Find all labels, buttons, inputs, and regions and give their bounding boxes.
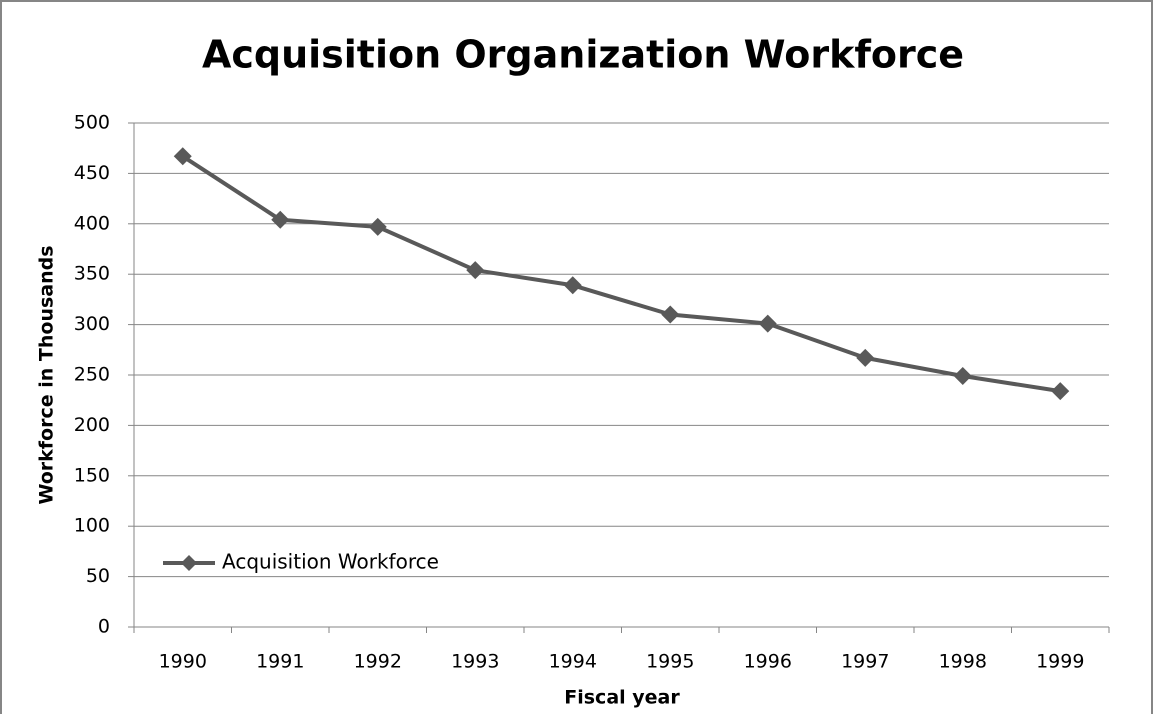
- x-tick-label: 1990: [159, 651, 207, 673]
- chart-title: Acquisition Organization Workforce: [202, 33, 964, 77]
- y-tick-label: 50: [86, 565, 110, 587]
- y-tick-label: 0: [98, 616, 110, 638]
- x-tick-label: 1998: [939, 651, 987, 673]
- x-tick-label: 1997: [841, 651, 889, 673]
- marker: [563, 276, 582, 295]
- y-tick-label: 150: [74, 464, 110, 486]
- legend-label: Acquisition Workforce: [222, 550, 439, 574]
- y-tick-label: 200: [74, 414, 110, 436]
- marker: [466, 261, 485, 280]
- marker: [1051, 382, 1070, 401]
- marker: [661, 305, 680, 324]
- series-line: [181, 154, 1061, 394]
- marker: [271, 210, 290, 229]
- x-tick-label: 1999: [1036, 651, 1084, 673]
- x-axis-label: Fiscal year: [564, 687, 680, 709]
- x-tick-label: 1995: [646, 651, 694, 673]
- x-tick-label: 1994: [549, 651, 597, 673]
- y-tick-label: 250: [74, 364, 110, 386]
- x-tick-label: 1996: [744, 651, 792, 673]
- y-tick-label: 100: [74, 515, 110, 537]
- y-tick-label: 400: [74, 212, 110, 234]
- y-tick-label: 300: [74, 313, 110, 335]
- y-tick-label: 500: [74, 112, 110, 134]
- y-axis-label: Workforce in Thousands: [36, 245, 58, 504]
- marker: [368, 217, 387, 236]
- marker: [856, 348, 875, 367]
- marker: [953, 367, 972, 386]
- y-tick-label: 350: [74, 263, 110, 285]
- x-tick-label: 1991: [256, 651, 304, 673]
- marker: [173, 147, 192, 166]
- x-tick-label: 1993: [451, 651, 499, 673]
- y-tick-label: 450: [74, 162, 110, 184]
- x-tick-label: 1992: [354, 651, 402, 673]
- legend-marker: [181, 555, 197, 571]
- marker: [758, 314, 777, 333]
